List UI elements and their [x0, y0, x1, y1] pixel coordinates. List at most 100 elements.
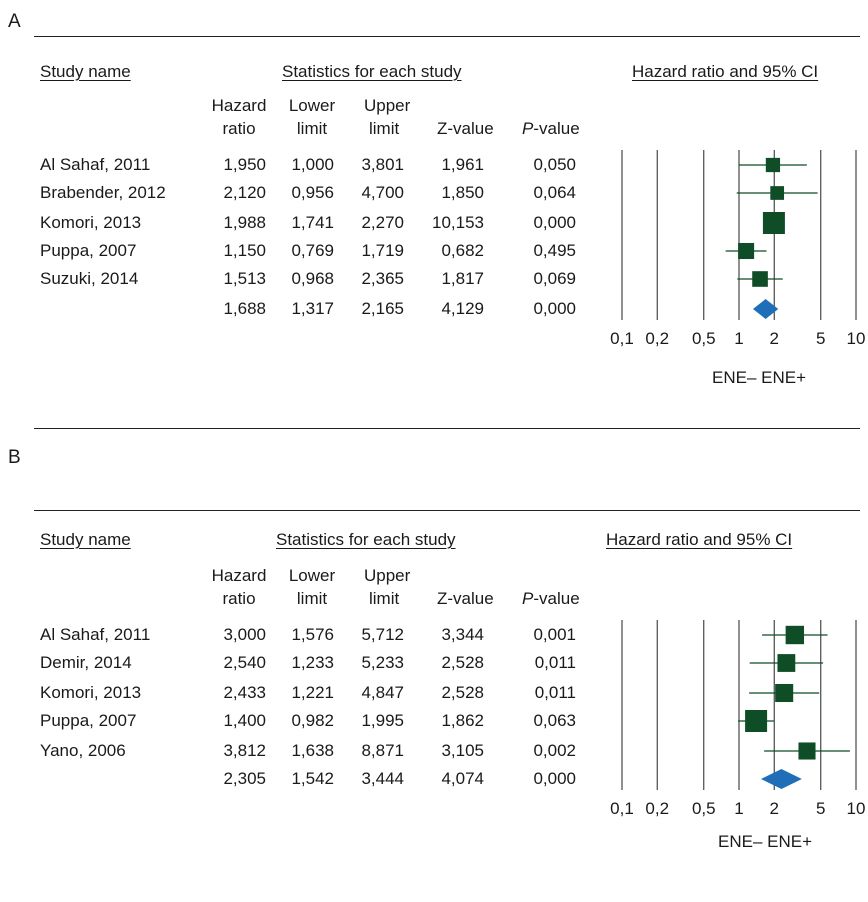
p-value: 0,011: [534, 653, 576, 672]
z-value: 1,961: [441, 155, 484, 174]
lower-limit-value: 0,982: [291, 711, 334, 730]
hazard-ratio-value: 3,812: [223, 741, 266, 760]
pooled-estimate-diamond: [761, 769, 802, 789]
pooled-upper-limit-value: 3,444: [361, 769, 404, 788]
p-value: 0,495: [533, 241, 576, 260]
p-value: 0,069: [533, 269, 576, 288]
study-name: Komori, 2013: [40, 213, 142, 232]
study-marker: [765, 157, 781, 173]
study-marker: [752, 271, 768, 287]
hazard-ratio-header-line2: ratio: [222, 119, 256, 138]
lower-limit-header-line2: limit: [296, 119, 328, 138]
lower-limit-value: 0,769: [291, 241, 334, 260]
hazard-ratio-value: 2,540: [223, 653, 266, 672]
upper-limit-value: 1,995: [361, 711, 404, 730]
hazard-ratio-header-line2: ratio: [222, 589, 256, 608]
hazard-ratio-value: 1,400: [223, 711, 266, 730]
z-value: 1,850: [441, 183, 484, 202]
pooled-hazard-ratio-value: 2,305: [223, 769, 266, 788]
pooled-z-value: 4,129: [441, 299, 484, 318]
z-value: 1,862: [441, 711, 484, 730]
p-value: 0,000: [533, 213, 576, 232]
p-value: 0,063: [533, 711, 576, 730]
hazard-ratio-value: 3,000: [223, 625, 266, 644]
study-name: Komori, 2013: [40, 683, 142, 702]
study-marker: [745, 710, 768, 732]
statistics-header: Statistics for each study: [282, 62, 462, 81]
separator-rule: [34, 428, 860, 429]
study-name: Al Sahaf, 2011: [40, 155, 151, 174]
upper-limit-value: 1,719: [361, 241, 404, 260]
hazard-ratio-value: 2,433: [223, 683, 266, 702]
x-tick-label: 0,2: [645, 329, 669, 348]
study-name: Suzuki, 2014: [40, 269, 139, 288]
lower-limit-header-line2: limit: [296, 589, 328, 608]
upper-limit-header: Upper: [364, 96, 411, 115]
lower-limit-value: 0,968: [291, 269, 334, 288]
hazard-ratio-header: Hazard: [211, 566, 267, 585]
p-value: 0,064: [533, 183, 576, 202]
lower-limit-value: 0,956: [291, 183, 334, 202]
upper-limit-header-line2: limit: [369, 589, 400, 608]
upper-limit-header: Upper: [364, 566, 411, 585]
z-value: 3,344: [441, 625, 484, 644]
study-name-header: Study name: [40, 62, 131, 81]
lower-limit-value: 1,221: [291, 683, 334, 702]
study-marker: [798, 742, 816, 760]
study-name: Al Sahaf, 2011: [40, 625, 151, 644]
top-rule: [34, 510, 860, 511]
z-value-header: Z-value: [437, 589, 494, 608]
lower-limit-value: 1,233: [291, 653, 334, 672]
study-marker: [738, 242, 755, 260]
plot-header: Hazard ratio and 95% CI: [632, 62, 819, 81]
pooled-lower-limit-value: 1,542: [291, 769, 334, 788]
hazard-ratio-value: 2,120: [223, 183, 266, 202]
x-tick-label: 0,1: [610, 799, 634, 818]
z-value: 1,817: [441, 269, 484, 288]
lower-limit-value: 1,638: [291, 741, 334, 760]
upper-limit-header-line2: limit: [369, 119, 400, 138]
p-value-header: P-value: [522, 589, 580, 608]
upper-limit-value: 4,700: [361, 183, 404, 202]
x-tick-label: 2: [769, 799, 778, 818]
z-value: 0,682: [441, 241, 484, 260]
z-value: 2,528: [441, 683, 484, 702]
panel-label: A: [8, 11, 21, 32]
p-value: 0,011: [534, 683, 576, 702]
x-tick-label: 5: [816, 329, 825, 348]
study-marker: [785, 625, 805, 645]
z-value: 2,528: [441, 653, 484, 672]
plot-header: Hazard ratio and 95% CI: [606, 530, 793, 549]
study-name-header: Study name: [40, 530, 131, 549]
x-tick-label: 0,1: [610, 329, 634, 348]
z-value-header: Z-value: [437, 119, 494, 138]
p-value: 0,002: [533, 741, 576, 760]
z-value: 10,153: [432, 213, 484, 232]
upper-limit-value: 4,847: [361, 683, 404, 702]
p-value: 0,050: [533, 155, 576, 174]
upper-limit-value: 3,801: [361, 155, 404, 174]
x-tick-label: 1: [734, 799, 743, 818]
x-tick-label: 10: [847, 329, 866, 348]
x-tick-label: 5: [816, 799, 825, 818]
pooled-z-value: 4,074: [441, 769, 484, 788]
study-name: Puppa, 2007: [40, 711, 137, 730]
panel-label: B: [8, 447, 21, 468]
lower-limit-header: Lower: [288, 96, 336, 115]
pooled-lower-limit-value: 1,317: [291, 299, 334, 318]
hazard-ratio-value: 1,513: [223, 269, 266, 288]
lower-limit-value: 1,000: [291, 155, 334, 174]
study-marker: [770, 186, 785, 200]
direction-label: ENE– ENE+: [718, 832, 813, 851]
x-tick-label: 0,5: [692, 329, 716, 348]
pooled-p-value: 0,000: [533, 769, 576, 788]
lower-limit-header: Lower: [288, 566, 336, 585]
study-name: Demir, 2014: [40, 653, 132, 672]
x-tick-label: 2: [769, 329, 778, 348]
forest-plot-panel-b: B Study name Statistics for each study H…: [0, 448, 868, 888]
forest-plot: 0,1 0,2 0,5 1 2 5 10: [610, 620, 865, 818]
study-name: Brabender, 2012: [40, 183, 166, 202]
hazard-ratio-value: 1,950: [223, 155, 266, 174]
top-rule: [34, 36, 860, 37]
pooled-p-value: 0,000: [533, 299, 576, 318]
